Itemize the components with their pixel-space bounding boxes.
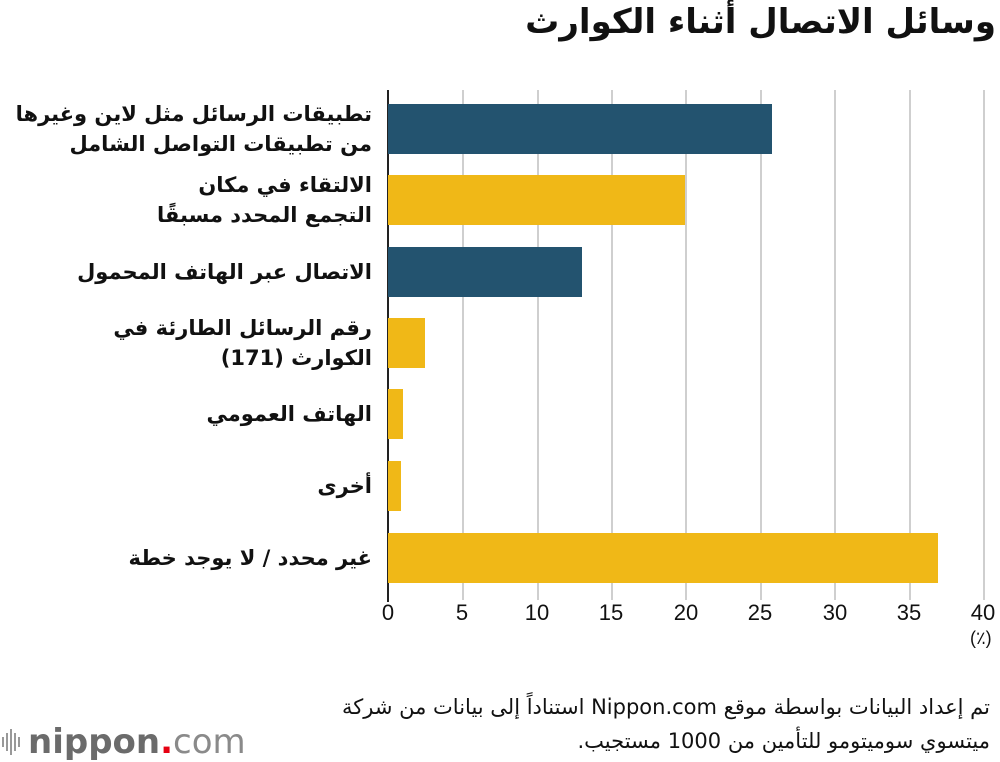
bar-5 xyxy=(388,461,402,511)
category-label-line: أخرى xyxy=(317,474,372,498)
category-label-line: الهاتف العمومي xyxy=(206,402,372,426)
logo-dot: . xyxy=(160,722,174,762)
category-label-line: التجمع المحدد مسبقًا xyxy=(157,203,372,227)
x-axis-unit: (٪) xyxy=(970,628,992,648)
x-tick-30: 30 xyxy=(822,600,848,625)
category-label-3: رقم الرسائل الطارئة في الكوارث (171) xyxy=(0,310,372,376)
source-line-2: ميتسوي سوميتومو للتأمين من 1000 مستجيب. xyxy=(577,729,991,753)
plot-area xyxy=(387,90,985,602)
category-label-line: غير محدد / لا يوجد خطة xyxy=(128,546,372,570)
gridline-35 xyxy=(909,90,911,600)
category-label-4: الهاتف العمومي xyxy=(0,381,372,447)
category-label-line: من تطبيقات التواصل الشامل xyxy=(69,132,372,156)
x-tick-15: 15 xyxy=(598,600,624,625)
logo-brand: nippon xyxy=(28,722,161,762)
bar-6 xyxy=(388,533,938,583)
category-label-line: تطبيقات الرسائل مثل لاين وغيرها xyxy=(15,102,372,126)
gridline-20 xyxy=(685,90,687,600)
source-line-1: تم إعداد البيانات بواسطة موقع Nippon.com… xyxy=(342,695,990,719)
category-label-1: الالتقاء في مكان التجمع المحدد مسبقًا xyxy=(0,167,372,233)
x-tick-10: 10 xyxy=(524,600,550,625)
bar-0 xyxy=(388,104,773,154)
gridline-5 xyxy=(462,90,464,600)
x-tick-25: 25 xyxy=(747,600,773,625)
chart-title: وسائل الاتصال أثناء الكوارث xyxy=(525,2,996,42)
bar-3 xyxy=(388,318,426,368)
logo-tld: com xyxy=(173,722,246,762)
bar-2 xyxy=(388,247,582,297)
category-label-line: الكوارث (171) xyxy=(220,346,372,370)
category-label-line: الالتقاء في مكان xyxy=(198,173,372,197)
category-label-2: الاتصال عبر الهاتف المحمول xyxy=(0,239,372,305)
logo-bars-icon xyxy=(2,729,20,755)
category-label-6: غير محدد / لا يوجد خطة xyxy=(0,525,372,591)
x-tick-5: 5 xyxy=(455,600,469,625)
x-tick-35: 35 xyxy=(896,600,922,625)
category-label-5: أخرى xyxy=(0,453,372,519)
nippon-logo: nippon. com xyxy=(2,722,246,762)
category-label-line: الاتصال عبر الهاتف المحمول xyxy=(77,260,372,284)
gridline-30 xyxy=(834,90,836,600)
bar-1 xyxy=(388,175,685,225)
x-tick-40: 40 xyxy=(970,600,996,625)
gridline-25 xyxy=(760,90,762,600)
category-label-line: رقم الرسائل الطارئة في xyxy=(113,316,372,340)
category-label-0: تطبيقات الرسائل مثل لاين وغيرها من تطبيقا… xyxy=(0,96,372,162)
source-note: تم إعداد البيانات بواسطة موقع Nippon.com… xyxy=(230,690,990,758)
x-tick-20: 20 xyxy=(673,600,699,625)
bar-4 xyxy=(388,389,403,439)
x-tick-0: 0 xyxy=(381,600,395,625)
gridline-10 xyxy=(537,90,539,600)
gridline-15 xyxy=(611,90,613,600)
gridline-40 xyxy=(983,90,985,600)
